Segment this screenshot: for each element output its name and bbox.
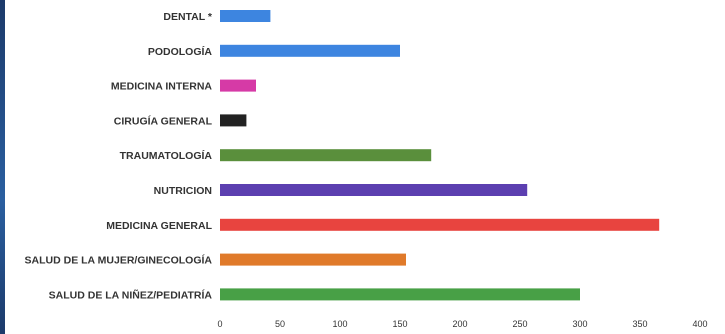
bar <box>220 114 247 127</box>
bars-group <box>220 10 660 301</box>
bar <box>220 288 580 301</box>
category-label: MEDICINA INTERNA <box>111 81 213 93</box>
bar <box>220 253 406 266</box>
category-label: MEDICINA GENERAL <box>106 220 212 232</box>
category-label: DENTAL * <box>163 11 213 23</box>
bar <box>220 184 528 196</box>
bar <box>220 149 432 162</box>
x-tick-label: 350 <box>632 319 647 329</box>
category-label: SALUD DE LA NIÑEZ/PEDIATRÍA <box>49 288 213 301</box>
category-labels: DENTAL * PODOLOGÍA MEDICINA INTERNA CIRUGÍA… <box>25 11 213 301</box>
x-tick-label: 0 <box>217 319 222 329</box>
x-tick-label: 150 <box>392 319 407 329</box>
category-label: CIRUGÍA GENERAL <box>114 114 213 127</box>
category-label: SALUD DE LA MUJER/GINECOLOGÍA <box>25 254 213 267</box>
x-tick-label: 200 <box>452 319 467 329</box>
x-tick-label: 300 <box>572 319 587 329</box>
x-tick-label: 400 <box>692 319 707 329</box>
category-label: PODOLOGÍA <box>148 45 213 58</box>
x-tick-label: 250 <box>512 319 527 329</box>
x-tick-labels: 0 50 100 150 200 250 300 350 400 <box>217 319 707 329</box>
bar <box>220 10 271 22</box>
bar <box>220 44 400 57</box>
category-label: NUTRICION <box>154 185 212 197</box>
bar <box>220 79 256 92</box>
bar <box>220 218 660 231</box>
x-tick-label: 50 <box>275 319 285 329</box>
x-tick-label: 100 <box>332 319 347 329</box>
left-edge-strip <box>0 0 5 334</box>
category-label: TRAUMATOLOGÍA <box>120 149 213 162</box>
